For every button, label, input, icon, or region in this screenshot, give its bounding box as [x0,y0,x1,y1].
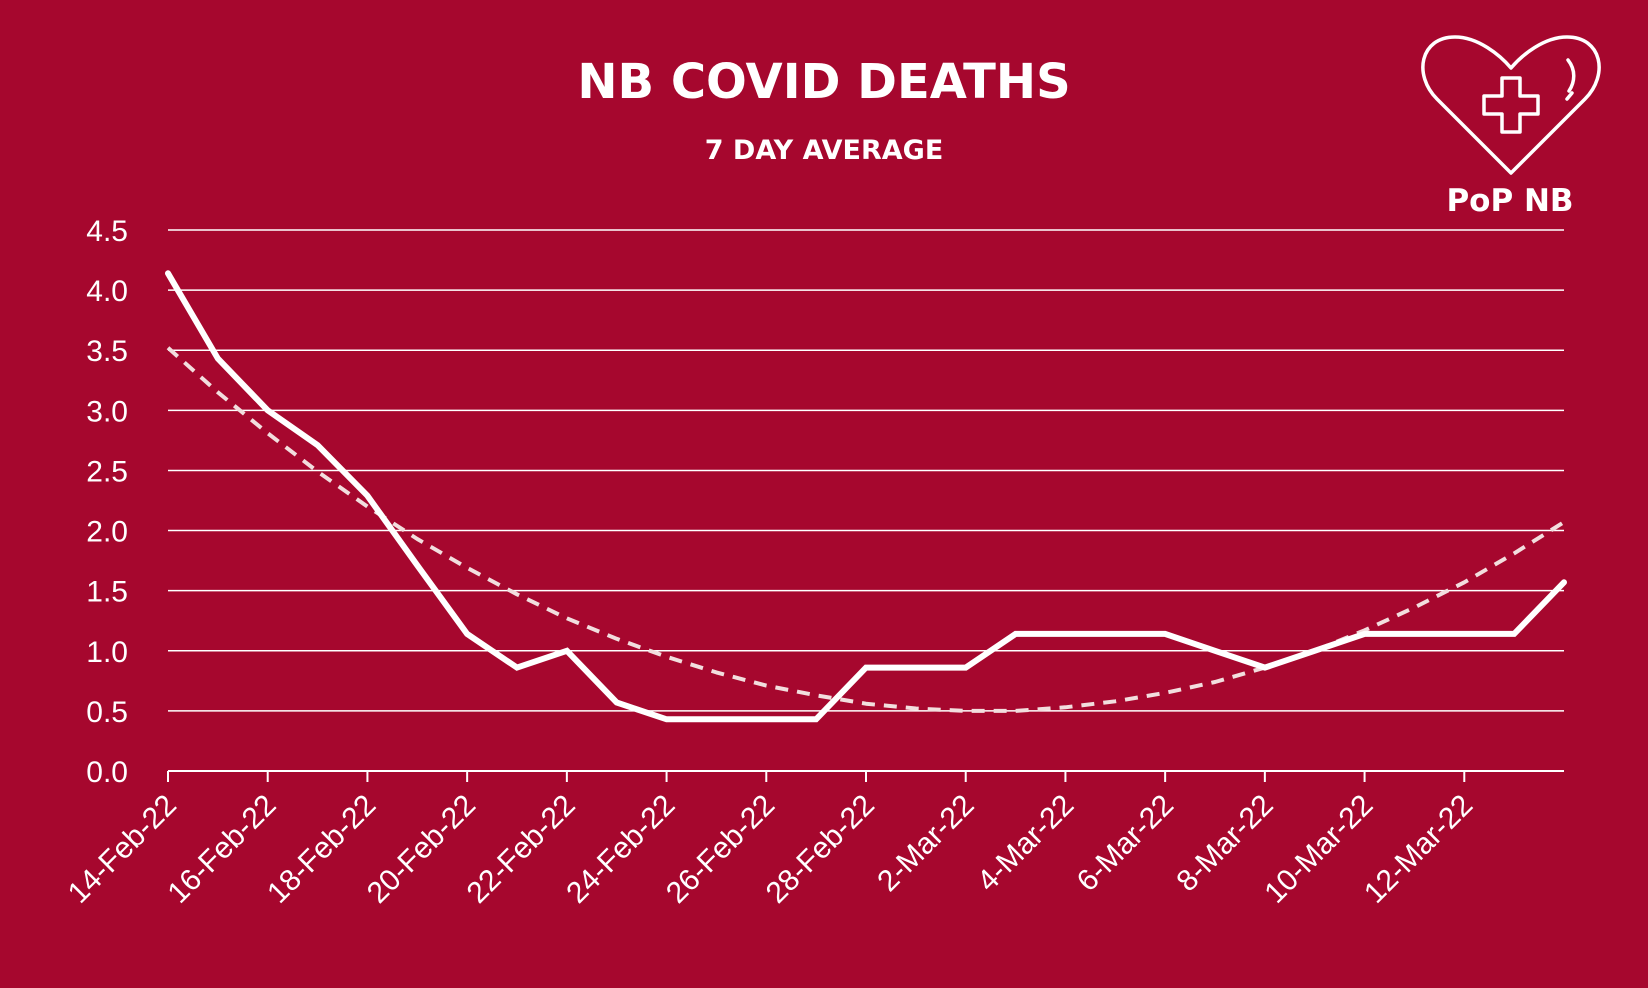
deaths-7day-average-series [165,270,1567,723]
x-axis [167,770,1564,782]
gridlines [168,229,1564,712]
x-tick-label: 22-Feb-22 [461,789,582,910]
y-tick-label: 4.0 [86,275,128,308]
x-tick-label: 16-Feb-22 [161,789,282,910]
x-tick-label: 6-Mar-22 [1071,789,1180,898]
x-tick-label: 10-Mar-22 [1258,789,1379,910]
y-tick-label: 4.5 [86,215,128,248]
x-tick-label: 4-Mar-22 [971,789,1080,898]
trendline-series [166,346,1566,713]
y-tick-label: 1.0 [86,636,128,669]
x-tick-label: 20-Feb-22 [361,789,482,910]
x-axis-tick-labels: 14-Feb-2216-Feb-2218-Feb-2220-Feb-2222-F… [62,789,1479,910]
y-tick-label: 3.0 [86,395,128,428]
y-tick-label: 1.5 [86,576,128,609]
y-tick-label: 3.5 [86,335,128,368]
x-tick-label: 18-Feb-22 [261,789,382,910]
y-tick-label: 2.5 [86,455,128,488]
y-tick-label: 0.5 [86,696,128,729]
logo-text: PoP NB [1446,183,1573,219]
y-tick-label: 2.0 [86,516,128,549]
heart-cross-icon [1421,35,1601,175]
x-tick-label: 28-Feb-22 [760,789,881,910]
chart-subtitle: 7 DAY AVERAGE [705,135,944,166]
y-tick-label: 0.0 [86,756,128,789]
y-axis-tick-labels: 0.0 0.5 1.0 1.5 2.0 2.5 3.0 3.5 4.0 4.5 [86,215,128,789]
x-tick-label: 24-Feb-22 [560,789,681,910]
x-tick-label: 12-Mar-22 [1358,789,1479,910]
chart-title: NB COVID DEATHS [577,54,1070,110]
x-tick-label: 2-Mar-22 [871,789,980,898]
x-tick-label: 14-Feb-22 [62,789,183,910]
x-tick-label: 26-Feb-22 [660,789,781,910]
series-layer [165,270,1567,723]
logo: PoP NB [1421,35,1601,219]
